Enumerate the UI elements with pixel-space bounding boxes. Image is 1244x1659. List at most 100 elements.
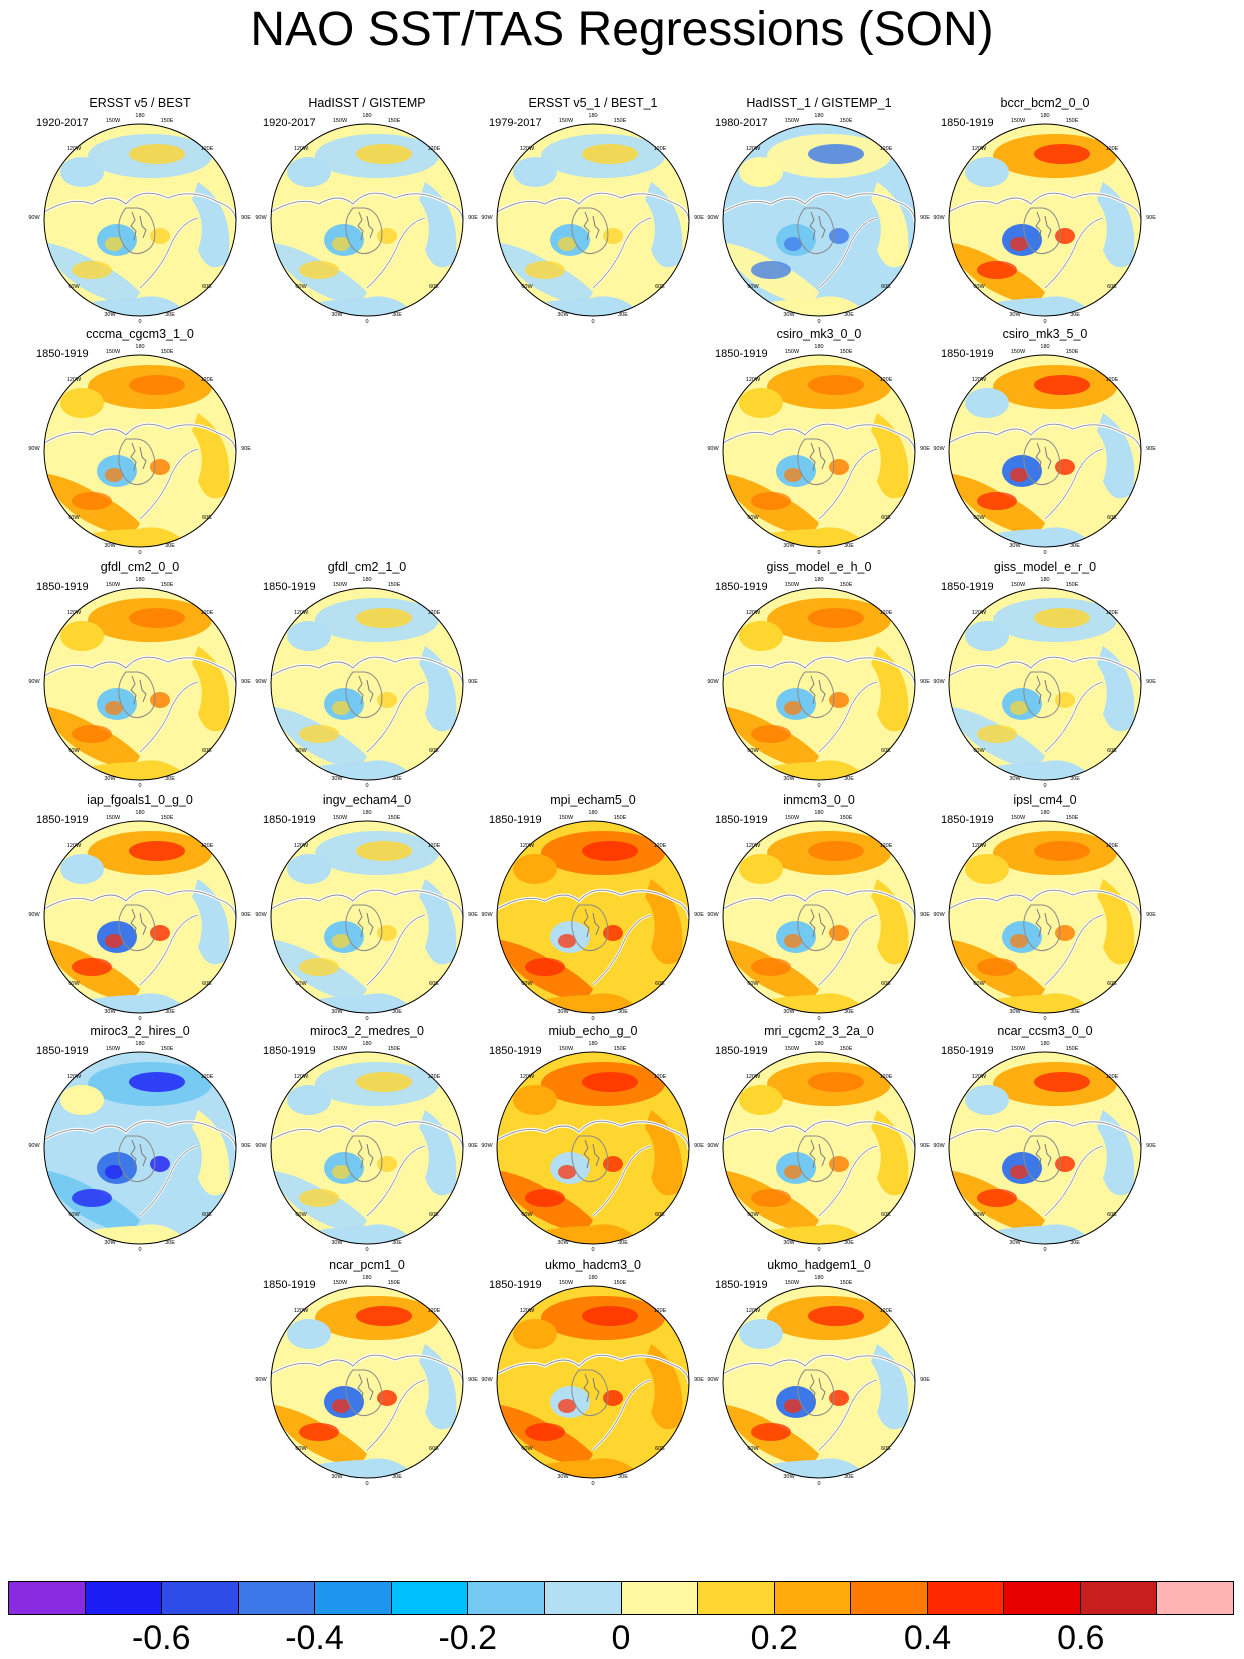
longitude-label: 30W: [783, 543, 795, 549]
panel-period: 1850-1919: [941, 814, 994, 826]
longitude-label: 180: [814, 113, 823, 119]
colorbar-swatch: [1080, 1582, 1158, 1614]
polar-map: 180 150W 150E 120W 120E 90W 90E 60W 60E 30W 30E 0: [707, 810, 930, 1022]
longitude-label: 60E: [1107, 1212, 1117, 1218]
longitude-label: 60W: [295, 981, 307, 987]
longitude-label: 90E: [920, 1377, 930, 1383]
polar-map: 180 150W 150E 120W 120E 90W 90E 60W 60E 30W 30E 0: [255, 1275, 478, 1487]
longitude-label: 0: [365, 783, 368, 789]
longitude-label: 30W: [783, 776, 795, 782]
longitude-label: 30E: [618, 1474, 628, 1480]
longitude-label: 150W: [106, 118, 121, 124]
panel-period: 1850-1919: [36, 581, 89, 593]
longitude-label: 30W: [1009, 1009, 1021, 1015]
colorbar-swatch: [1004, 1582, 1081, 1614]
longitude-label: 150E: [614, 1280, 627, 1286]
longitude-label: 180: [135, 1041, 144, 1047]
longitude-label: 30W: [104, 1240, 116, 1246]
longitude-label: 90E: [694, 215, 704, 221]
panel-period: 1850-1919: [715, 581, 768, 593]
longitude-label: 180: [362, 1275, 371, 1281]
longitude-label: 60E: [202, 515, 212, 521]
longitude-label: 90E: [694, 1143, 704, 1149]
longitude-label: 150W: [333, 582, 348, 588]
longitude-label: 30E: [392, 776, 402, 782]
longitude-label: 90W: [481, 1377, 493, 1383]
longitude-label: 120E: [880, 843, 893, 849]
panel-title: cccma_cgcm3_1_0: [86, 327, 194, 341]
panel-title: ipsl_cm4_0: [1013, 793, 1077, 807]
longitude-label: 90E: [241, 215, 251, 221]
longitude-label: 120W: [972, 843, 987, 849]
longitude-label: 150W: [1011, 349, 1026, 355]
panel-title: giss_model_e_h_0: [766, 560, 872, 574]
panel-title: bccr_bcm2_0_0: [1000, 96, 1090, 110]
longitude-label: 30W: [104, 776, 116, 782]
panel-period: 1850-1919: [36, 1045, 89, 1057]
panel-period: 1850-1919: [941, 117, 994, 129]
longitude-label: 150E: [614, 1046, 627, 1052]
map-panel: HadISST / GISTEMP 180 150W 150E 120W 120E 90W 9…: [249, 96, 485, 326]
polar-map: 180 150W 150E 120W 120E 90W 90E 60W 60E 30W 30E 0: [707, 113, 930, 325]
longitude-label: 60E: [429, 748, 439, 754]
longitude-label: 60W: [295, 748, 307, 754]
longitude-label: 60W: [521, 1446, 533, 1452]
panel-title: ncar_pcm1_0: [329, 1258, 405, 1272]
panel-period: 1850-1919: [489, 814, 542, 826]
longitude-label: 180: [588, 113, 597, 119]
colorbar-tick-label: 0.6: [1057, 1619, 1105, 1657]
longitude-label: 30W: [1009, 312, 1021, 318]
longitude-label: 60W: [295, 284, 307, 290]
panel-period: 1850-1919: [715, 814, 768, 826]
longitude-label: 0: [591, 1016, 594, 1022]
longitude-label: 180: [588, 1275, 597, 1281]
panel-title: csiro_mk3_0_0: [776, 327, 862, 341]
longitude-label: 60W: [521, 1212, 533, 1218]
longitude-label: 30E: [1070, 543, 1080, 549]
longitude-label: 60W: [68, 515, 80, 521]
longitude-label: 90E: [694, 912, 704, 918]
colorbar-swatch: [927, 1582, 1005, 1614]
longitude-label: 0: [365, 1247, 368, 1253]
longitude-label: 60E: [202, 981, 212, 987]
longitude-label: 120E: [428, 146, 441, 152]
longitude-label: 120E: [201, 146, 214, 152]
polar-map: 180 150W 150E 120W 120E 90W 90E 60W 60E 30W 30E 0: [933, 577, 1156, 789]
longitude-label: 60W: [973, 981, 985, 987]
polar-map: 180 150W 150E 120W 120E 90W 90E 60W 60E 30W 30E 0: [28, 810, 251, 1022]
panel-period: 1850-1919: [36, 348, 89, 360]
longitude-label: 150W: [785, 582, 800, 588]
longitude-label: 150W: [333, 1280, 348, 1286]
polar-map: 180 150W 150E 120W 120E 90W 90E 60W 60E 30W 30E 0: [481, 810, 704, 1022]
map-panel: iap_fgoals1_0_g_0 180 150W 150E 120W 120E 90W 9…: [22, 793, 258, 1023]
longitude-label: 90E: [241, 1143, 251, 1149]
map-panel: ukmo_hadcm3_0 180 150W 150E 120W 120E 90W 90E 60…: [475, 1258, 711, 1488]
polar-map: 180 150W 150E 120W 120E 90W 90E 60W 60E 30W 30E 0: [707, 344, 930, 556]
longitude-label: 150E: [614, 118, 627, 124]
panel-title: HadISST_1 / GISTEMP_1: [746, 96, 892, 110]
longitude-label: 90W: [933, 679, 945, 685]
longitude-label: 30E: [844, 312, 854, 318]
map-panel: giss_model_e_h_0 180 150W 150E 120W 120E 90W 90…: [701, 560, 937, 790]
panel-title: gfdl_cm2_1_0: [327, 560, 407, 574]
longitude-label: 90W: [28, 446, 40, 452]
longitude-label: 120W: [520, 1074, 535, 1080]
longitude-label: 120W: [520, 1308, 535, 1314]
longitude-label: 0: [817, 319, 820, 325]
longitude-label: 120W: [972, 610, 987, 616]
longitude-label: 30W: [104, 312, 116, 318]
longitude-label: 60E: [655, 981, 665, 987]
polar-map: 180 150W 150E 120W 120E 90W 90E 60W 60E 30W 30E 0: [707, 577, 930, 789]
panel-title: csiro_mk3_5_0: [1002, 327, 1088, 341]
polar-map: 180 150W 150E 120W 120E 90W 90E 60W 60E 30W 30E 0: [481, 113, 704, 325]
colorbar-swatch: [85, 1582, 163, 1614]
polar-map: 180 150W 150E 120W 120E 90W 90E 60W 60E 30W 30E 0: [28, 577, 251, 789]
longitude-label: 120W: [294, 610, 309, 616]
longitude-label: 90W: [255, 679, 267, 685]
longitude-label: 30E: [844, 1009, 854, 1015]
polar-map: 180 150W 150E 120W 120E 90W 90E 60W 60E 30W 30E 0: [933, 1041, 1156, 1253]
longitude-label: 90W: [707, 446, 719, 452]
longitude-label: 180: [362, 577, 371, 583]
colorbar-tick-label: 0: [611, 1619, 631, 1657]
longitude-label: 90W: [933, 1143, 945, 1149]
